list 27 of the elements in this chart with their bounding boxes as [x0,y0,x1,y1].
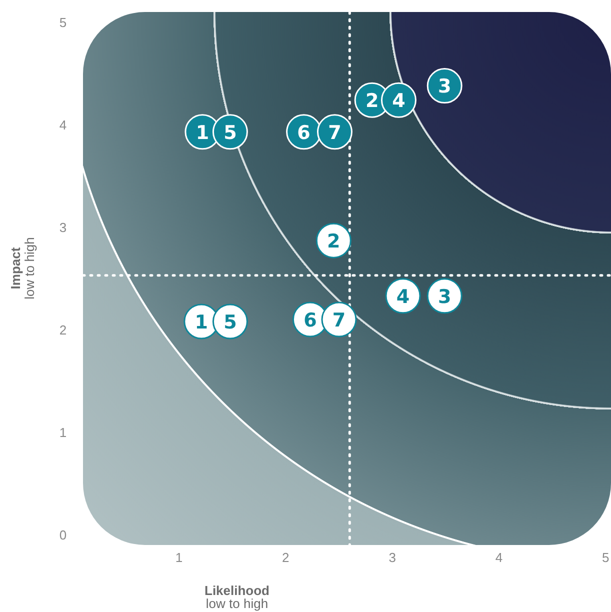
annotation: 2 [327,230,340,252]
annotation: 3 [438,286,452,308]
y-tick-label: 4 [59,117,67,132]
annotation: 6 [297,122,310,144]
annotation: 3 [438,76,452,98]
annotation: 7 [332,309,346,332]
x-tick-label: 4 [495,550,503,565]
x-tick-label: 5 [602,550,610,565]
annotation: 2 [365,90,379,112]
annotation: 4 [392,90,406,112]
annotation: 1 [194,311,208,334]
x-tick-label: 3 [388,550,396,565]
annotation: 5 [224,122,237,144]
x-tick-label: 2 [282,550,290,565]
annotation: 1 [196,122,210,144]
y-axis-title: Impact low to high [8,237,37,300]
y-tick-label: 1 [59,424,67,440]
y-tick-label: 2 [59,322,67,338]
x-tick-label: 1 [175,550,183,565]
y-tick-label: 3 [59,220,67,235]
annotation: 6 [304,309,317,332]
annotation: 5 [224,311,237,334]
x-axis-title: Likelihood low to high [204,583,270,611]
y-tick-label: 5 [59,14,67,30]
y-tick-label: 0 [59,527,67,542]
annotation: 7 [328,122,342,144]
annotation: 4 [396,286,410,308]
